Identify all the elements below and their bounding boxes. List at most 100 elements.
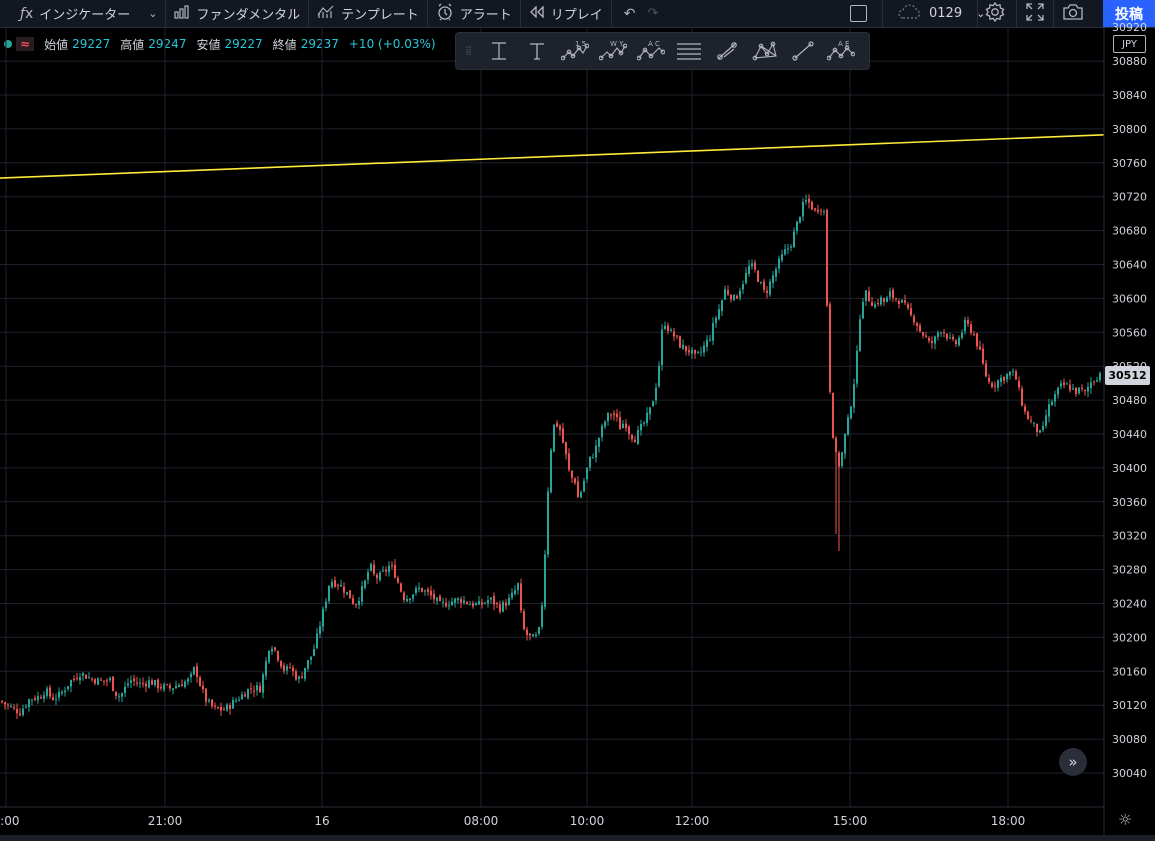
sun-icon: ☼ <box>1118 810 1133 829</box>
chevron-down-icon[interactable]: ⌄ <box>148 7 158 20</box>
alerts-button[interactable]: アラート <box>428 0 520 27</box>
undo-button[interactable]: ↶ <box>612 0 642 27</box>
candle-body <box>1096 380 1098 382</box>
candle-body <box>1015 371 1017 380</box>
templates-button[interactable]: テンプレート <box>309 0 427 27</box>
fullscreen-button[interactable] <box>1026 0 1044 27</box>
price-tick-label: 30120 <box>1112 699 1147 712</box>
candle-body <box>730 294 732 300</box>
candle-body <box>313 649 315 656</box>
candle-body <box>124 686 126 694</box>
candle-body <box>538 627 540 634</box>
chevron-down-icon[interactable]: ⌄ <box>976 7 986 20</box>
candle-body <box>706 339 708 347</box>
redo-button[interactable]: ↷ <box>641 0 664 27</box>
change-value: +10 (+0.03%) <box>348 37 436 51</box>
candle-body <box>736 295 738 299</box>
text-icon <box>530 43 544 60</box>
candle-body <box>115 691 117 696</box>
candle-body <box>337 584 339 587</box>
candle-body <box>1081 388 1083 390</box>
candle-body <box>160 686 162 689</box>
elliott-triangle-tool[interactable]: W Y <box>594 32 632 70</box>
candle-body <box>277 651 279 661</box>
abcd-tool[interactable]: A C <box>632 32 670 70</box>
candle-body <box>241 694 243 700</box>
candle-body <box>202 685 204 690</box>
chart-grid <box>0 28 1104 807</box>
low-label: 安値 <box>196 37 221 52</box>
candle-body <box>625 423 627 429</box>
line-tool[interactable] <box>784 32 822 70</box>
elliott-impulse-tool[interactable]: 1 5 <box>556 32 594 70</box>
fundamentals-button[interactable]: ファンダメンタル <box>166 0 308 27</box>
price-tick-label: 30880 <box>1112 55 1147 68</box>
candle-body <box>889 291 891 297</box>
settings-button[interactable] <box>984 0 1006 27</box>
candle-body <box>364 580 366 588</box>
drag-handle-icon[interactable]: ⁞⁞ <box>465 44 472 58</box>
candle-body <box>94 679 96 684</box>
candle-body <box>1063 382 1065 386</box>
candle-body <box>355 604 357 606</box>
candle-body <box>745 272 747 284</box>
candle-body <box>532 634 534 637</box>
candle-body <box>1066 383 1068 385</box>
candle-body <box>88 677 90 679</box>
trend-line-tool[interactable] <box>708 32 746 70</box>
square-layout-icon <box>850 5 867 22</box>
candle-body <box>259 685 261 693</box>
candle-body <box>190 673 192 678</box>
chart-settings-button[interactable]: ☼ <box>1118 810 1132 829</box>
candle-body <box>694 349 696 354</box>
snapshot-button[interactable] <box>1062 0 1084 27</box>
indicators-label: インジケーター <box>39 8 131 23</box>
text-tool[interactable] <box>518 32 556 70</box>
indicators-button[interactable]: ƒx インジケーター ⌄ <box>0 0 165 27</box>
candle-body <box>796 221 798 231</box>
time-tick-label: 08:00 <box>464 814 499 828</box>
layout-select-button[interactable] <box>850 0 879 27</box>
candle-body <box>412 594 414 599</box>
candle-body <box>766 290 768 293</box>
save-layout-button[interactable]: 0129 ⌄ <box>889 0 993 27</box>
candles <box>1 194 1101 719</box>
price-tick-label: 30720 <box>1112 191 1147 204</box>
candle-body <box>253 690 255 692</box>
publish-button[interactable]: 投稿 <box>1103 0 1155 27</box>
candle-body <box>352 598 354 605</box>
candle-body <box>298 676 300 680</box>
scroll-to-realtime-button[interactable]: » <box>1059 748 1087 776</box>
candle-body <box>367 572 369 580</box>
price-tick-label: 30280 <box>1112 564 1147 577</box>
candle-body <box>871 302 873 307</box>
candle-body <box>382 570 384 572</box>
elliott-correction-tool[interactable]: A E <box>822 32 860 70</box>
bottom-scrollbar <box>0 835 1155 841</box>
candle-body <box>79 677 81 681</box>
undo-icon: ↶ <box>623 5 636 22</box>
candle-body <box>1027 411 1029 420</box>
candle-body <box>844 433 846 454</box>
candle-body <box>409 598 411 601</box>
candle-body <box>832 392 834 439</box>
pattern-tool[interactable] <box>746 32 784 70</box>
replay-button[interactable]: リプレイ <box>521 0 611 27</box>
candle-body <box>931 341 933 344</box>
fib-channel-tool[interactable] <box>670 32 708 70</box>
candle-body <box>118 696 120 698</box>
candle-body <box>1093 381 1095 383</box>
candle-body <box>652 401 654 407</box>
price-range-tool[interactable] <box>480 32 518 70</box>
candle-body <box>196 666 198 677</box>
candle-body <box>1060 383 1062 387</box>
candle-body <box>460 598 462 603</box>
candle-body <box>562 428 564 443</box>
currency-badge[interactable]: JPY <box>1113 35 1146 53</box>
candle-body <box>103 680 105 682</box>
candle-body <box>703 345 705 353</box>
candle-body <box>550 450 552 493</box>
price-tick-label: 30560 <box>1112 326 1147 339</box>
price-tick-label: 30160 <box>1112 665 1147 678</box>
